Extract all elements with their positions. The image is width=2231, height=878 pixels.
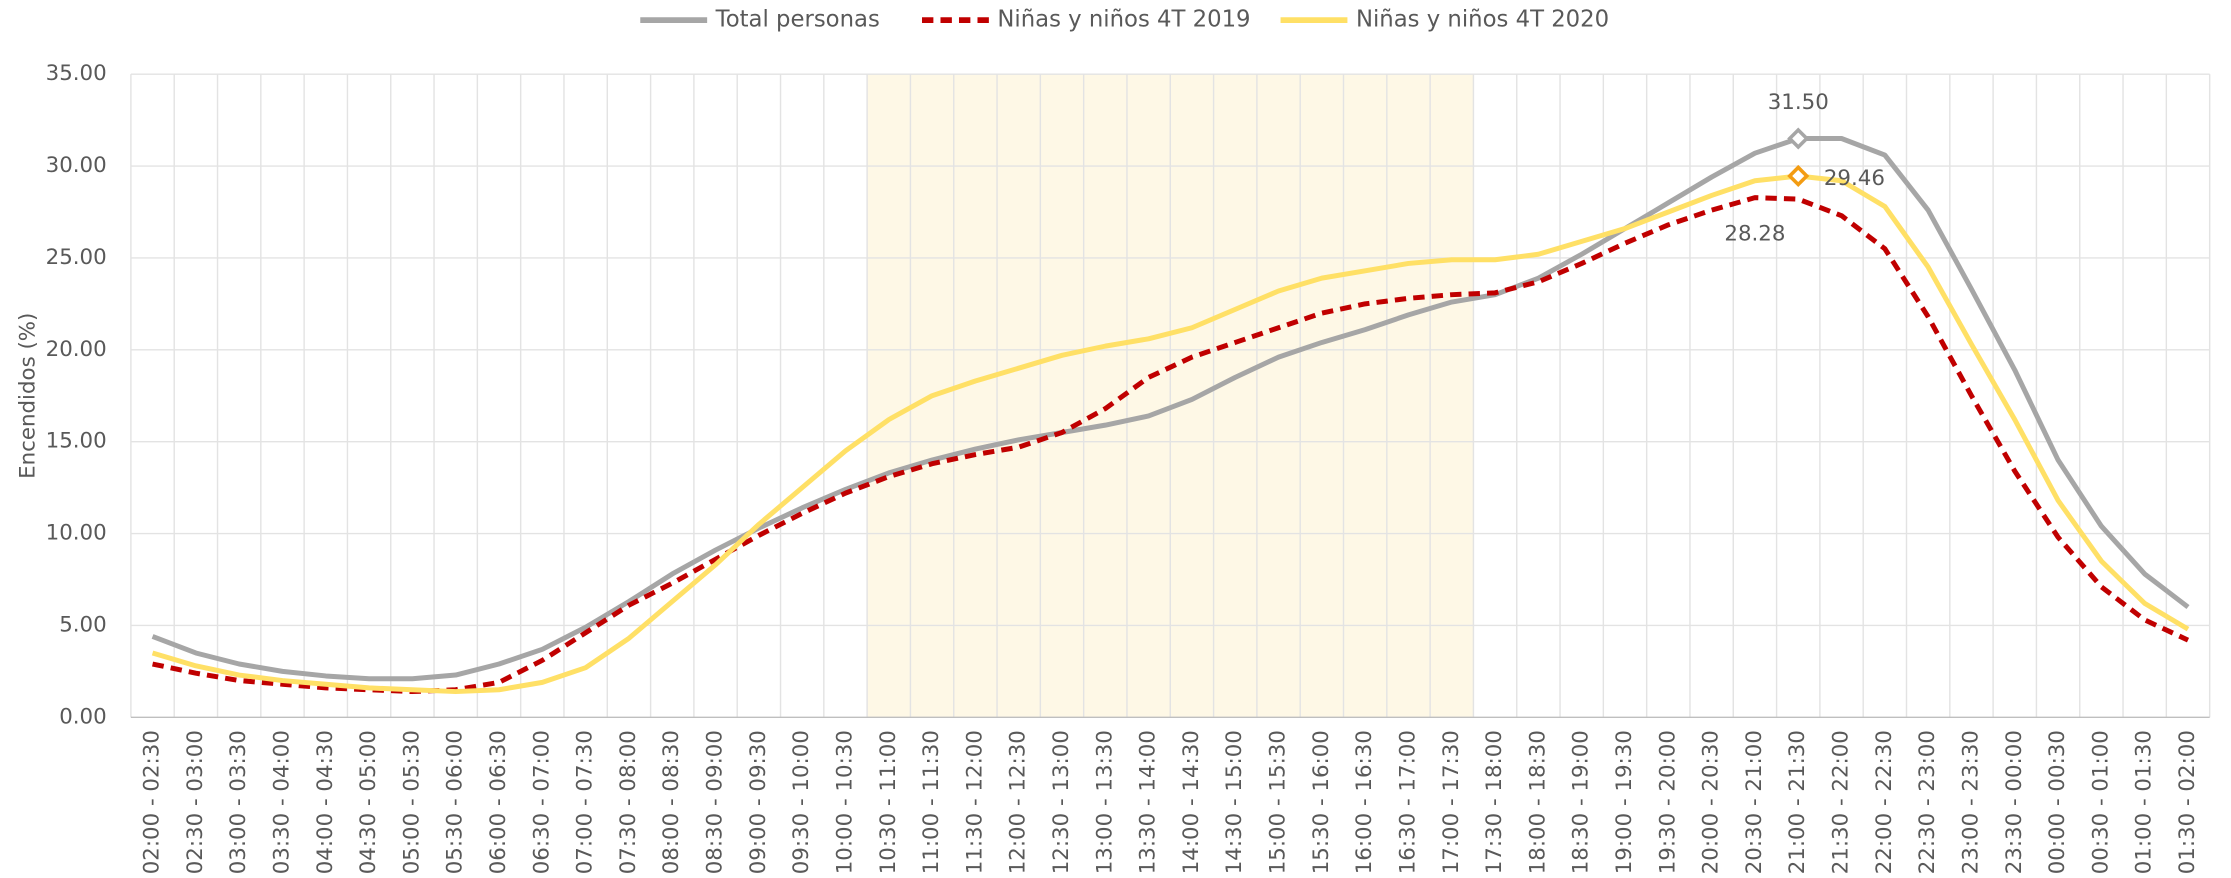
y-tick-label: 25.00 <box>46 245 107 270</box>
data-label: 31.50 <box>1768 90 1829 115</box>
x-tick-label: 23:30 - 00:00 <box>2002 730 2027 874</box>
x-tick-label: 07:30 - 08:00 <box>616 730 641 874</box>
x-tick-label: 17:30 - 18:00 <box>1482 730 1507 874</box>
x-tick-label: 21:00 - 21:30 <box>1785 730 1810 874</box>
x-tick-label: 13:00 - 13:30 <box>1092 730 1117 874</box>
x-tick-label: 08:00 - 08:30 <box>659 730 684 874</box>
point-marker <box>1787 164 1810 188</box>
x-tick-label: 16:00 - 16:30 <box>1352 730 1377 874</box>
x-tick-label: 13:30 - 14:00 <box>1136 730 1161 874</box>
x-tick-label: 16:30 - 17:00 <box>1395 730 1420 874</box>
x-tick-label: 00:00 - 00:30 <box>2045 730 2070 874</box>
x-tick-label: 10:30 - 11:00 <box>876 730 901 874</box>
x-tick-label: 15:30 - 16:00 <box>1309 730 1334 874</box>
x-tick-label: 05:30 - 06:00 <box>443 730 468 874</box>
y-tick-label: 15.00 <box>46 429 107 454</box>
x-tick-label: 21:30 - 22:00 <box>1829 730 1854 874</box>
y-tick-label: 5.00 <box>59 612 107 637</box>
x-tick-label: 01:00 - 01:30 <box>2132 730 2157 874</box>
x-tick-label: 22:30 - 23:00 <box>1915 730 1940 874</box>
x-tick-label: 20:30 - 21:00 <box>1742 730 1767 874</box>
point-marker <box>1787 127 1810 150</box>
x-tick-label: 23:00 - 23:30 <box>1958 730 1983 874</box>
x-tick-label: 04:30 - 05:00 <box>356 730 381 874</box>
x-tick-label: 12:30 - 13:00 <box>1049 730 1074 874</box>
y-tick-label: 0.00 <box>59 704 107 729</box>
x-tick-label: 19:30 - 20:00 <box>1655 730 1680 874</box>
series-line <box>152 195 2190 695</box>
x-tick-label: 06:00 - 06:30 <box>486 730 511 874</box>
legend-label: Niñas y niños 4T 2020 <box>1356 7 1609 33</box>
series-line <box>151 135 2190 682</box>
y-axis-label: Encendidos (%) <box>15 313 40 479</box>
data-label: 28.28 <box>1724 222 1785 247</box>
y-tick-label: 20.00 <box>46 337 107 362</box>
x-tick-label: 12:00 - 12:30 <box>1006 730 1031 874</box>
x-tick-label: 18:00 - 18:30 <box>1525 730 1550 874</box>
x-tick-label: 00:30 - 01:00 <box>2088 730 2113 874</box>
x-tick-label: 03:30 - 04:00 <box>269 730 294 874</box>
x-tick-label: 15:00 - 15:30 <box>1266 730 1291 874</box>
x-tick-label: 18:30 - 19:00 <box>1569 730 1594 874</box>
y-tick-label: 30.00 <box>46 153 107 178</box>
x-tick-label: 08:30 - 09:00 <box>703 730 728 874</box>
x-tick-label: 11:30 - 12:00 <box>962 730 987 874</box>
x-tick-label: 14:00 - 14:30 <box>1179 730 1204 874</box>
x-tick-label: 03:00 - 03:30 <box>226 730 251 874</box>
x-tick-label: 10:00 - 10:30 <box>832 730 857 874</box>
y-tick-label: 10.00 <box>46 521 107 546</box>
x-tick-label: 02:30 - 03:00 <box>183 730 208 874</box>
x-tick-label: 05:00 - 05:30 <box>399 730 424 874</box>
x-tick-label: 20:00 - 20:30 <box>1699 730 1724 874</box>
x-tick-label: 09:00 - 09:30 <box>746 730 771 874</box>
x-tick-label: 04:00 - 04:30 <box>313 730 338 874</box>
x-tick-label: 19:00 - 19:30 <box>1612 730 1637 874</box>
data-label: 29.46 <box>1824 166 1885 191</box>
x-tick-label: 17:00 - 17:30 <box>1439 730 1464 874</box>
x-tick-label: 14:30 - 15:00 <box>1222 730 1247 874</box>
x-tick-label: 11:00 - 11:30 <box>919 730 944 874</box>
x-tick-label: 22:00 - 22:30 <box>1872 730 1897 874</box>
x-tick-label: 01:30 - 02:00 <box>2175 730 2200 874</box>
legend-label: Niñas y niños 4T 2019 <box>997 7 1250 33</box>
x-tick-label: 06:30 - 07:00 <box>529 730 554 874</box>
x-tick-label: 02:00 - 02:30 <box>140 730 165 874</box>
x-tick-label: 09:30 - 10:00 <box>789 730 814 874</box>
series-line <box>151 173 2190 695</box>
legend-label: Total personas <box>715 7 880 33</box>
y-tick-label: 35.00 <box>46 61 107 86</box>
x-tick-label: 07:00 - 07:30 <box>573 730 598 874</box>
